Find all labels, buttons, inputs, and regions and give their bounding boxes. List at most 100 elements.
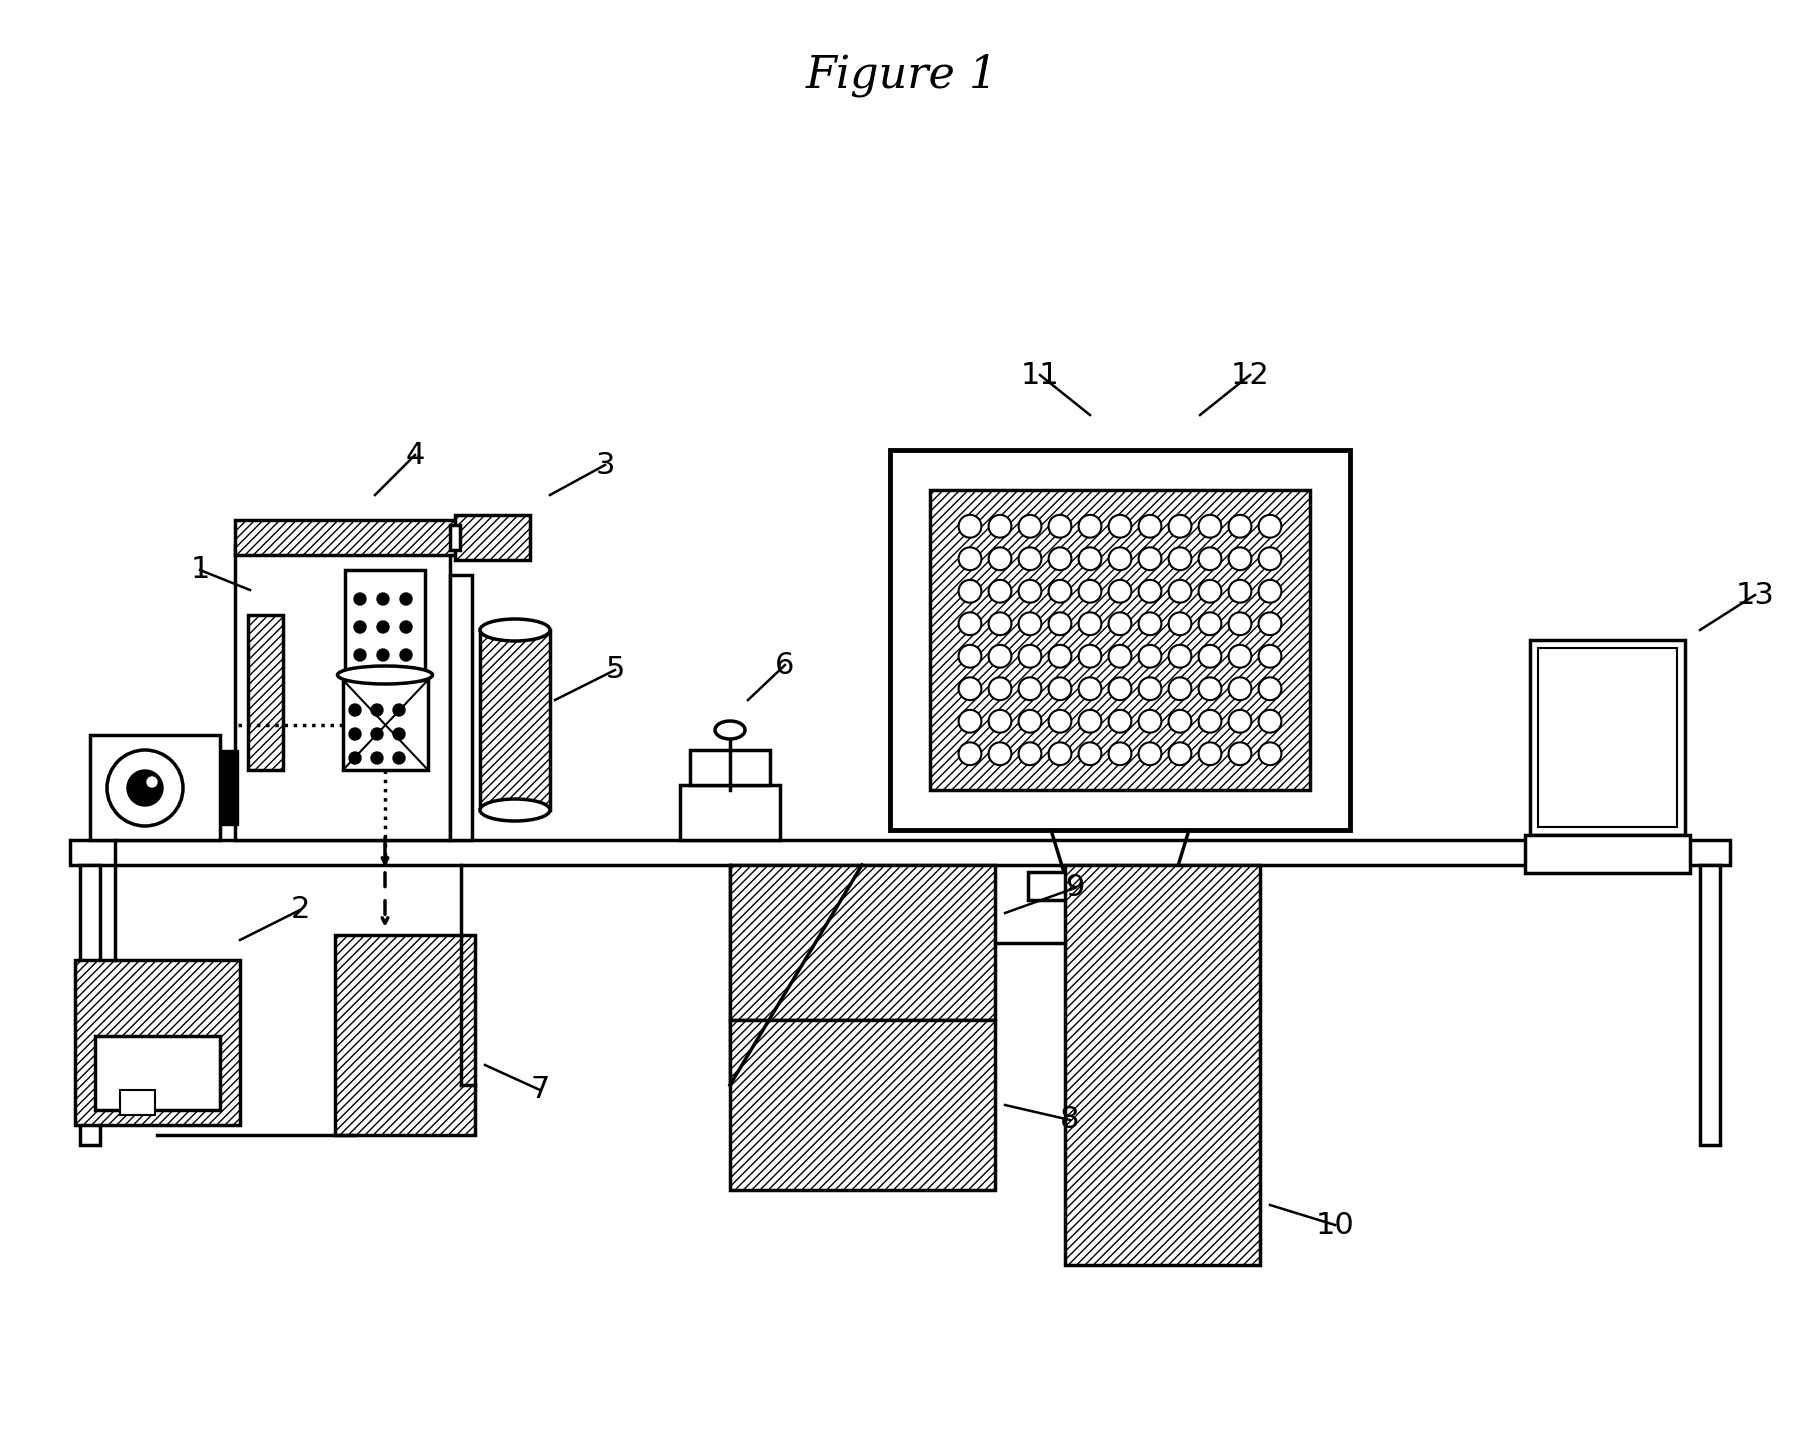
Bar xyxy=(454,516,530,560)
Circle shape xyxy=(1228,580,1251,603)
Ellipse shape xyxy=(337,666,433,684)
Circle shape xyxy=(1049,516,1071,537)
Circle shape xyxy=(126,770,162,806)
Circle shape xyxy=(1168,742,1192,765)
Text: 12: 12 xyxy=(1231,360,1269,389)
Circle shape xyxy=(371,752,382,764)
Circle shape xyxy=(400,620,413,633)
Circle shape xyxy=(148,777,157,787)
Circle shape xyxy=(988,547,1011,570)
Circle shape xyxy=(1078,612,1102,635)
Bar xyxy=(730,1020,995,1190)
Circle shape xyxy=(1109,742,1132,765)
Circle shape xyxy=(1109,612,1132,635)
Circle shape xyxy=(959,645,981,668)
Circle shape xyxy=(1228,612,1251,635)
Text: 6: 6 xyxy=(775,651,795,679)
Circle shape xyxy=(988,709,1011,732)
Circle shape xyxy=(1258,516,1282,537)
Circle shape xyxy=(1109,580,1132,603)
Circle shape xyxy=(1078,516,1102,537)
Text: 1: 1 xyxy=(191,556,209,584)
Circle shape xyxy=(393,728,406,740)
Circle shape xyxy=(393,704,406,717)
Circle shape xyxy=(1019,612,1042,635)
Circle shape xyxy=(1139,580,1161,603)
Circle shape xyxy=(988,612,1011,635)
Circle shape xyxy=(988,678,1011,701)
Bar xyxy=(234,520,474,554)
Circle shape xyxy=(1199,580,1221,603)
Circle shape xyxy=(1139,612,1161,635)
Bar xyxy=(234,546,451,840)
Circle shape xyxy=(1168,678,1192,701)
Circle shape xyxy=(350,752,361,764)
Circle shape xyxy=(1199,742,1221,765)
Circle shape xyxy=(1019,742,1042,765)
Circle shape xyxy=(1258,742,1282,765)
Circle shape xyxy=(1258,612,1282,635)
Circle shape xyxy=(1139,709,1161,732)
Circle shape xyxy=(1199,678,1221,701)
Bar xyxy=(480,630,550,810)
Text: 3: 3 xyxy=(595,451,615,480)
Circle shape xyxy=(959,678,981,701)
Circle shape xyxy=(1228,742,1251,765)
Text: 13: 13 xyxy=(1736,580,1774,609)
Circle shape xyxy=(959,709,981,732)
Circle shape xyxy=(959,547,981,570)
Circle shape xyxy=(1109,645,1132,668)
Circle shape xyxy=(1019,645,1042,668)
Text: 10: 10 xyxy=(1316,1211,1354,1239)
Circle shape xyxy=(1258,709,1282,732)
Circle shape xyxy=(1078,580,1102,603)
Ellipse shape xyxy=(480,798,550,821)
Circle shape xyxy=(353,649,366,661)
Circle shape xyxy=(1049,547,1071,570)
Circle shape xyxy=(1049,645,1071,668)
Circle shape xyxy=(400,593,413,605)
Circle shape xyxy=(959,742,981,765)
Circle shape xyxy=(1258,580,1282,603)
Circle shape xyxy=(959,516,981,537)
Bar xyxy=(1066,864,1260,1265)
Circle shape xyxy=(1199,645,1221,668)
Circle shape xyxy=(1139,742,1161,765)
Circle shape xyxy=(1139,678,1161,701)
Ellipse shape xyxy=(480,619,550,640)
Circle shape xyxy=(988,516,1011,537)
Circle shape xyxy=(1078,742,1102,765)
Circle shape xyxy=(353,593,366,605)
Circle shape xyxy=(1019,547,1042,570)
Circle shape xyxy=(1168,516,1192,537)
Circle shape xyxy=(353,620,366,633)
Bar xyxy=(1525,834,1689,873)
Bar xyxy=(343,681,427,770)
Circle shape xyxy=(1078,709,1102,732)
Bar xyxy=(1538,648,1677,827)
Circle shape xyxy=(1049,580,1071,603)
Circle shape xyxy=(988,645,1011,668)
Circle shape xyxy=(1049,742,1071,765)
Bar xyxy=(344,570,426,671)
Bar xyxy=(891,449,1350,830)
Circle shape xyxy=(1258,645,1282,668)
Bar xyxy=(90,735,220,840)
Bar xyxy=(1028,872,1212,900)
Bar xyxy=(335,935,474,1134)
Circle shape xyxy=(1049,678,1071,701)
Circle shape xyxy=(1228,516,1251,537)
Text: Figure 1: Figure 1 xyxy=(806,53,997,96)
Circle shape xyxy=(1109,547,1132,570)
Ellipse shape xyxy=(716,721,745,740)
Circle shape xyxy=(1199,547,1221,570)
Circle shape xyxy=(400,649,413,661)
Bar xyxy=(680,785,781,840)
Circle shape xyxy=(1199,709,1221,732)
Circle shape xyxy=(106,750,182,826)
Circle shape xyxy=(1228,678,1251,701)
Circle shape xyxy=(1168,645,1192,668)
Circle shape xyxy=(1228,645,1251,668)
Bar xyxy=(96,1035,220,1110)
Text: 11: 11 xyxy=(1020,360,1060,389)
